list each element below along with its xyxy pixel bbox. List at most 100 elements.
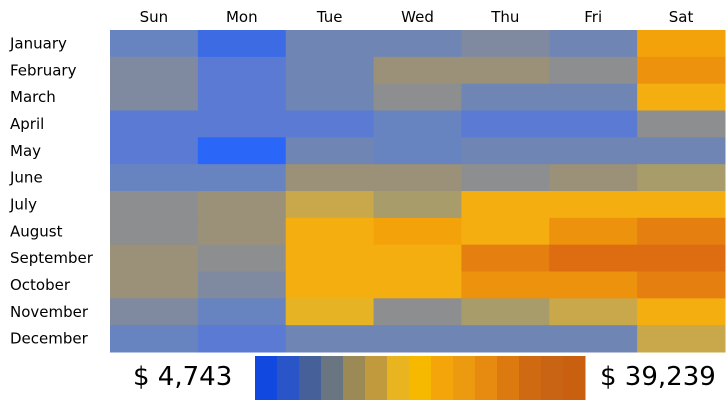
heatmap-cell-december-thu <box>461 325 550 353</box>
heatmap-cell-february-wed <box>373 56 462 85</box>
row-label-april: April <box>10 115 44 133</box>
heatmap-cell-march-fri <box>549 83 638 111</box>
heatmap-cell-june-tue <box>285 164 375 192</box>
heatmap-cell-november-sat <box>637 298 726 326</box>
heatmap-cell-june-sun <box>110 164 199 192</box>
heatmap-cell-october-fri <box>549 271 638 299</box>
row-label-february: February <box>10 61 77 79</box>
heatmap-cell-december-tue <box>285 325 375 353</box>
heatmap-cell-september-mon <box>197 244 287 272</box>
heatmap-cell-june-sat <box>637 164 726 192</box>
heatmap-cell-june-mon <box>197 164 287 192</box>
heatmap-cell-may-mon <box>197 137 287 165</box>
legend-swatch <box>563 356 586 400</box>
heatmap-cell-march-thu <box>461 83 550 111</box>
row-label-september: September <box>10 249 94 267</box>
row-label-january: January <box>9 34 67 52</box>
heatmap-cell-march-tue <box>285 83 375 111</box>
heatmap-cell-july-tue <box>285 191 375 219</box>
legend-swatch <box>519 356 542 400</box>
row-label-july: July <box>9 195 37 213</box>
heatmap-cell-november-wed <box>373 298 462 326</box>
heatmap-cell-september-fri <box>549 244 638 272</box>
legend-min-label: $ 4,743 <box>133 362 233 392</box>
heatmap-cell-march-sat <box>637 83 726 111</box>
heatmap-cell-october-thu <box>461 271 550 299</box>
legend-swatch <box>497 356 520 400</box>
heatmap-cell-december-fri <box>549 325 638 353</box>
heatmap-cell-december-sun <box>110 325 199 353</box>
legend-swatch <box>475 356 498 400</box>
legend-swatch <box>255 356 278 400</box>
heatmap-cell-february-sat <box>637 56 726 85</box>
heatmap-cell-april-sat <box>637 110 726 138</box>
legend-swatch <box>299 356 322 400</box>
heatmap-cell-april-thu <box>461 110 550 138</box>
legend-swatch <box>321 356 344 400</box>
heatmap-cell-july-sun <box>110 191 199 219</box>
heatmap-cell-january-wed <box>373 30 462 58</box>
column-label-sat: Sat <box>669 8 694 26</box>
heatmap-cell-january-fri <box>549 30 638 58</box>
heatmap-cell-november-fri <box>549 298 638 326</box>
heatmap-cell-february-tue <box>285 56 375 85</box>
heatmap-cell-september-sun <box>110 244 199 272</box>
heatmap-cell-september-wed <box>373 244 462 272</box>
heatmap-cell-january-sun <box>110 30 199 58</box>
heatmap-cell-february-fri <box>549 56 638 85</box>
heatmap-cell-february-mon <box>197 56 287 85</box>
column-label-thu: Thu <box>490 8 519 26</box>
heatmap-cell-october-tue <box>285 271 375 299</box>
heatmap-cell-may-tue <box>285 137 375 165</box>
heatmap-cell-february-sun <box>110 56 199 85</box>
heatmap-cell-march-mon <box>197 83 287 111</box>
heatmap-cell-august-sat <box>637 217 726 246</box>
legend-swatch <box>431 356 454 400</box>
heatmap-cell-september-tue <box>285 244 375 272</box>
heatmap-cell-november-mon <box>197 298 287 326</box>
row-label-may: May <box>10 142 41 160</box>
heatmap-cell-may-wed <box>373 137 462 165</box>
heatmap-cell-july-wed <box>373 191 462 219</box>
heatmap-cell-january-tue <box>285 30 375 58</box>
heatmap-cell-august-tue <box>285 217 375 246</box>
heatmap-cell-april-mon <box>197 110 287 138</box>
row-label-march: March <box>10 88 56 106</box>
heatmap-cell-august-thu <box>461 217 550 246</box>
legend-swatch <box>277 356 300 400</box>
heatmap-cell-november-thu <box>461 298 550 326</box>
legend-swatch <box>387 356 410 400</box>
row-label-november: November <box>10 303 89 321</box>
row-label-june: June <box>9 169 43 187</box>
heatmap-cell-july-mon <box>197 191 287 219</box>
heatmap-cell-june-thu <box>461 164 550 192</box>
heatmap-cell-august-sun <box>110 217 199 246</box>
heatmap-cell-december-sat <box>637 325 726 353</box>
heatmap-cell-april-wed <box>373 110 462 138</box>
heatmap-cell-may-fri <box>549 137 638 165</box>
heatmap-cell-july-fri <box>549 191 638 219</box>
heatmap-cell-april-fri <box>549 110 638 138</box>
column-label-sun: Sun <box>140 8 169 26</box>
heatmap-cell-january-mon <box>197 30 287 58</box>
heatmap-cell-october-wed <box>373 271 462 299</box>
heatmap-cell-august-fri <box>549 217 638 246</box>
heatmap-cell-january-thu <box>461 30 550 58</box>
column-label-tue: Tue <box>316 8 343 26</box>
legend-swatch <box>365 356 388 400</box>
heatmap-cell-may-sun <box>110 137 199 165</box>
heatmap-cell-june-fri <box>549 164 638 192</box>
row-label-october: October <box>10 276 71 294</box>
heatmap-cell-june-wed <box>373 164 462 192</box>
heatmap-cell-september-sat <box>637 244 726 272</box>
heatmap-cell-july-sat <box>637 191 726 219</box>
heatmap-cell-november-sun <box>110 298 199 326</box>
heatmap-cell-september-thu <box>461 244 550 272</box>
heatmap-cell-august-mon <box>197 217 287 246</box>
heatmap-cell-january-sat <box>637 30 726 58</box>
row-label-december: December <box>10 330 89 348</box>
heatmap-cell-february-thu <box>461 56 550 85</box>
legend-swatch <box>409 356 432 400</box>
heatmap-cell-may-sat <box>637 137 726 165</box>
